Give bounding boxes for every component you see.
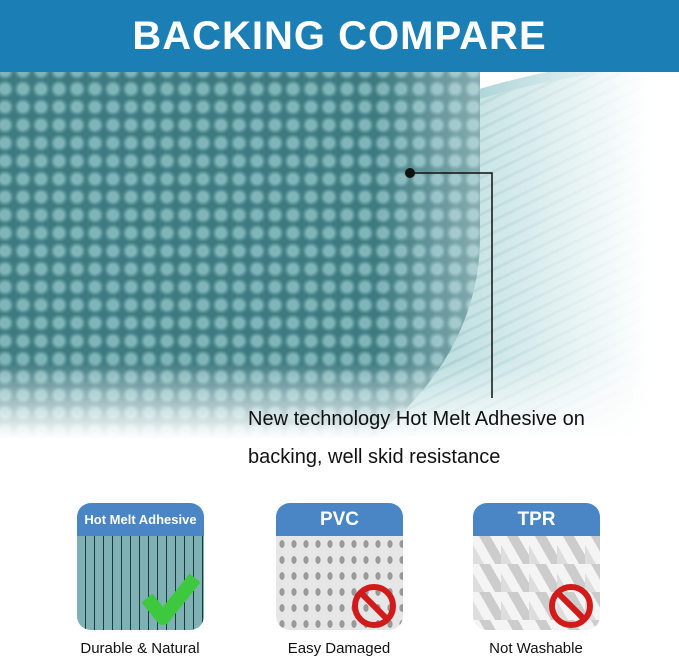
check-icon bbox=[141, 573, 201, 625]
tile-tpr: TPR bbox=[473, 503, 600, 630]
tile-label: PVC bbox=[276, 503, 403, 536]
tile-label: Hot Melt Adhesive bbox=[77, 503, 204, 536]
prohibited-icon bbox=[549, 584, 593, 628]
callout-text-line2: backing, well skid resistance bbox=[248, 446, 501, 468]
tile-caption: Easy Damaged bbox=[287, 640, 391, 657]
product-photo bbox=[0, 72, 679, 472]
tile-pvc: PVC bbox=[276, 503, 403, 630]
tile-caption: Not Washable bbox=[489, 640, 583, 657]
tile-hot-melt: Hot Melt Adhesive bbox=[77, 503, 204, 630]
callout-pointer bbox=[405, 168, 493, 398]
tile-label: TPR bbox=[473, 503, 600, 536]
tile-caption: Durable & Natural bbox=[80, 640, 200, 657]
page-title: BACKING COMPARE bbox=[132, 14, 547, 58]
prohibited-icon bbox=[352, 584, 396, 628]
callout-text-line1: New technology Hot Melt Adhesive on bbox=[248, 408, 585, 430]
photo-fade-bottom bbox=[0, 362, 679, 472]
header-banner: BACKING COMPARE bbox=[0, 0, 679, 72]
